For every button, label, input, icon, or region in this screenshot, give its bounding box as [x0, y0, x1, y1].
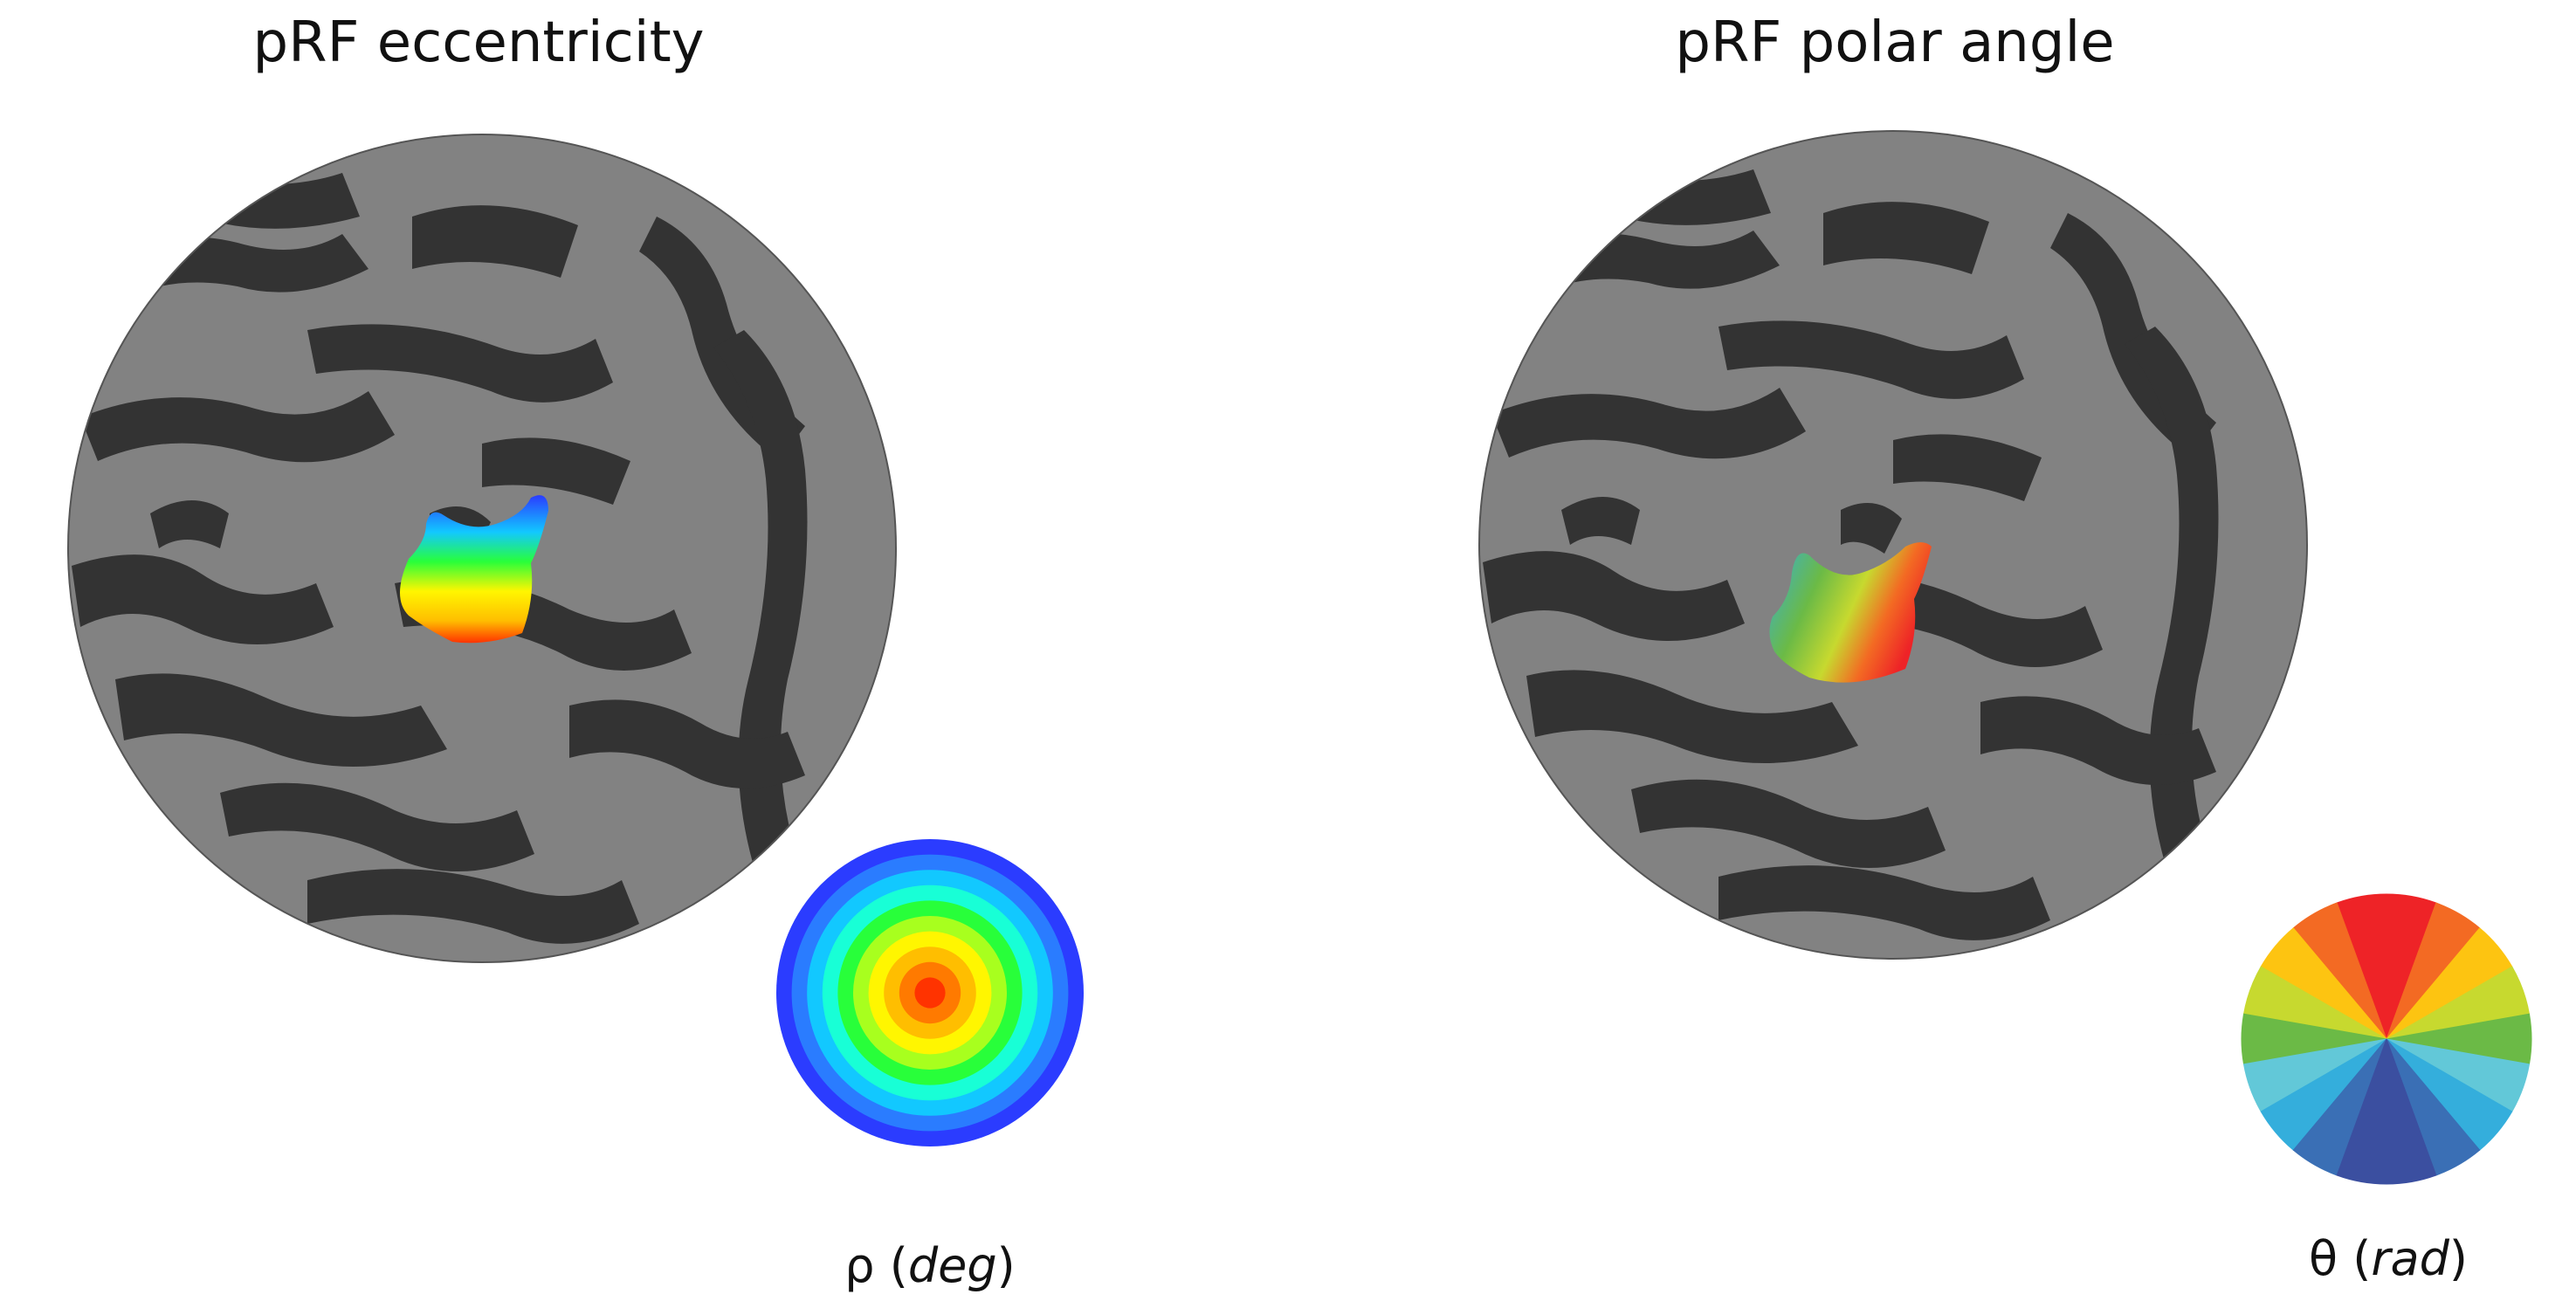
polar-angle-legend-unit: rad — [2371, 1231, 2449, 1286]
polar-angle-legend-wedge — [2336, 1038, 2387, 1185]
polar-angle-legend-symbol: θ — [2309, 1231, 2338, 1286]
eccentricity-legend-ring — [914, 977, 946, 1009]
polar-angle-legend-label: θ (rad) — [2309, 1231, 2468, 1286]
polar-angle-map-patch — [1769, 542, 1932, 683]
polar-angle-title: pRF polar angle — [1675, 10, 2115, 75]
eccentricity-map-patch — [400, 495, 548, 644]
eccentricity-legend-symbol: ρ — [844, 1238, 875, 1293]
eccentricity-legend-label: ρ (deg) — [844, 1238, 1016, 1293]
eccentricity-title: pRF eccentricity — [252, 10, 705, 75]
eccentricity-legend-unit: deg — [907, 1238, 997, 1293]
